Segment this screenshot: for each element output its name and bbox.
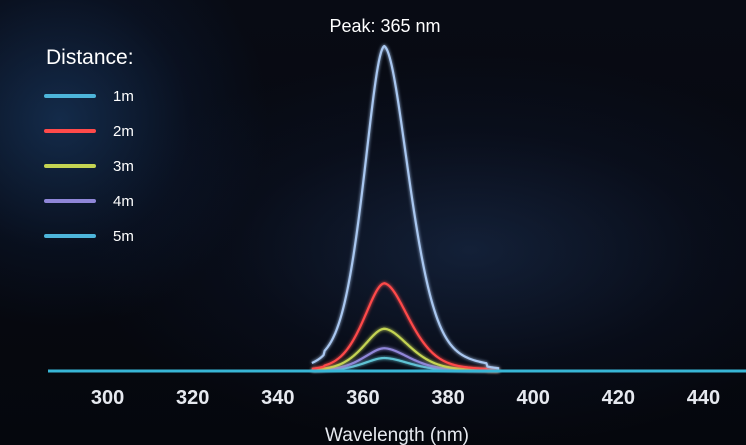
x-axis-title: Wavelength (nm) bbox=[325, 425, 469, 445]
x-tick-label: 420 bbox=[602, 387, 635, 409]
legend-item-5m: 5m bbox=[44, 228, 134, 245]
legend-label: 1m bbox=[113, 88, 134, 105]
legend-items: 1m 2m 3m 4m 5m bbox=[44, 88, 134, 245]
x-tick-label: 440 bbox=[687, 387, 720, 409]
legend-title: Distance: bbox=[46, 46, 134, 69]
peak-annotation: Peak: 365 nm bbox=[329, 16, 440, 36]
x-tick-label: 320 bbox=[176, 387, 209, 409]
x-tick-label: 300 bbox=[91, 387, 124, 409]
x-tick-labels: 300 320 340 360 380 400 420 440 bbox=[91, 387, 720, 409]
legend-label: 2m bbox=[113, 123, 134, 140]
series-line-3m bbox=[311, 327, 500, 372]
series-line-2m bbox=[311, 282, 500, 372]
x-tick-label: 360 bbox=[346, 387, 379, 409]
legend-label: 4m bbox=[113, 193, 134, 210]
series-layer bbox=[311, 44, 500, 372]
legend-item-2m: 2m bbox=[44, 123, 134, 140]
legend-item-3m: 3m bbox=[44, 158, 134, 175]
legend-label: 5m bbox=[113, 228, 134, 245]
legend: Distance: 1m 2m 3m 4m 5m bbox=[44, 46, 134, 245]
x-tick-label: 380 bbox=[431, 387, 464, 409]
x-tick-label: 400 bbox=[517, 387, 550, 409]
legend-item-1m: 1m bbox=[44, 88, 134, 105]
series-line-1m bbox=[311, 44, 500, 370]
legend-item-4m: 4m bbox=[44, 193, 134, 210]
x-tick-label: 340 bbox=[261, 387, 294, 409]
legend-label: 3m bbox=[113, 158, 134, 175]
